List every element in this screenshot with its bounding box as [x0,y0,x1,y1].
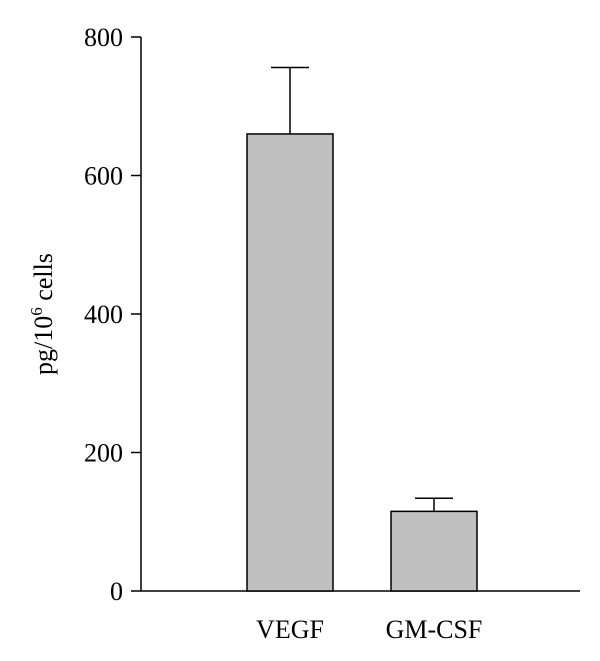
y-axis-title-suffix: cells [29,253,58,307]
x-tick-label-vegf: VEGF [256,615,324,644]
bar-gm-csf [390,510,478,592]
x-labels: VEGF GM-CSF [256,615,482,644]
y-tick-label: 800 [84,23,123,52]
y-ticks: 0 200 400 600 800 [84,23,141,606]
y-tick-label: 400 [84,300,123,329]
y-axis-title-superscript: 6 [27,307,46,316]
y-tick-label: 600 [84,162,123,191]
y-axis-title: pg/106 cells [27,253,58,375]
bar-vegf [246,133,334,592]
x-tick-label-gm-csf: GM-CSF [386,615,483,644]
bars [246,66,478,592]
y-tick-label: 0 [110,577,123,606]
axes [140,37,580,592]
y-axis-title-prefix: pg/10 [29,316,58,375]
y-tick-label: 200 [84,439,123,468]
